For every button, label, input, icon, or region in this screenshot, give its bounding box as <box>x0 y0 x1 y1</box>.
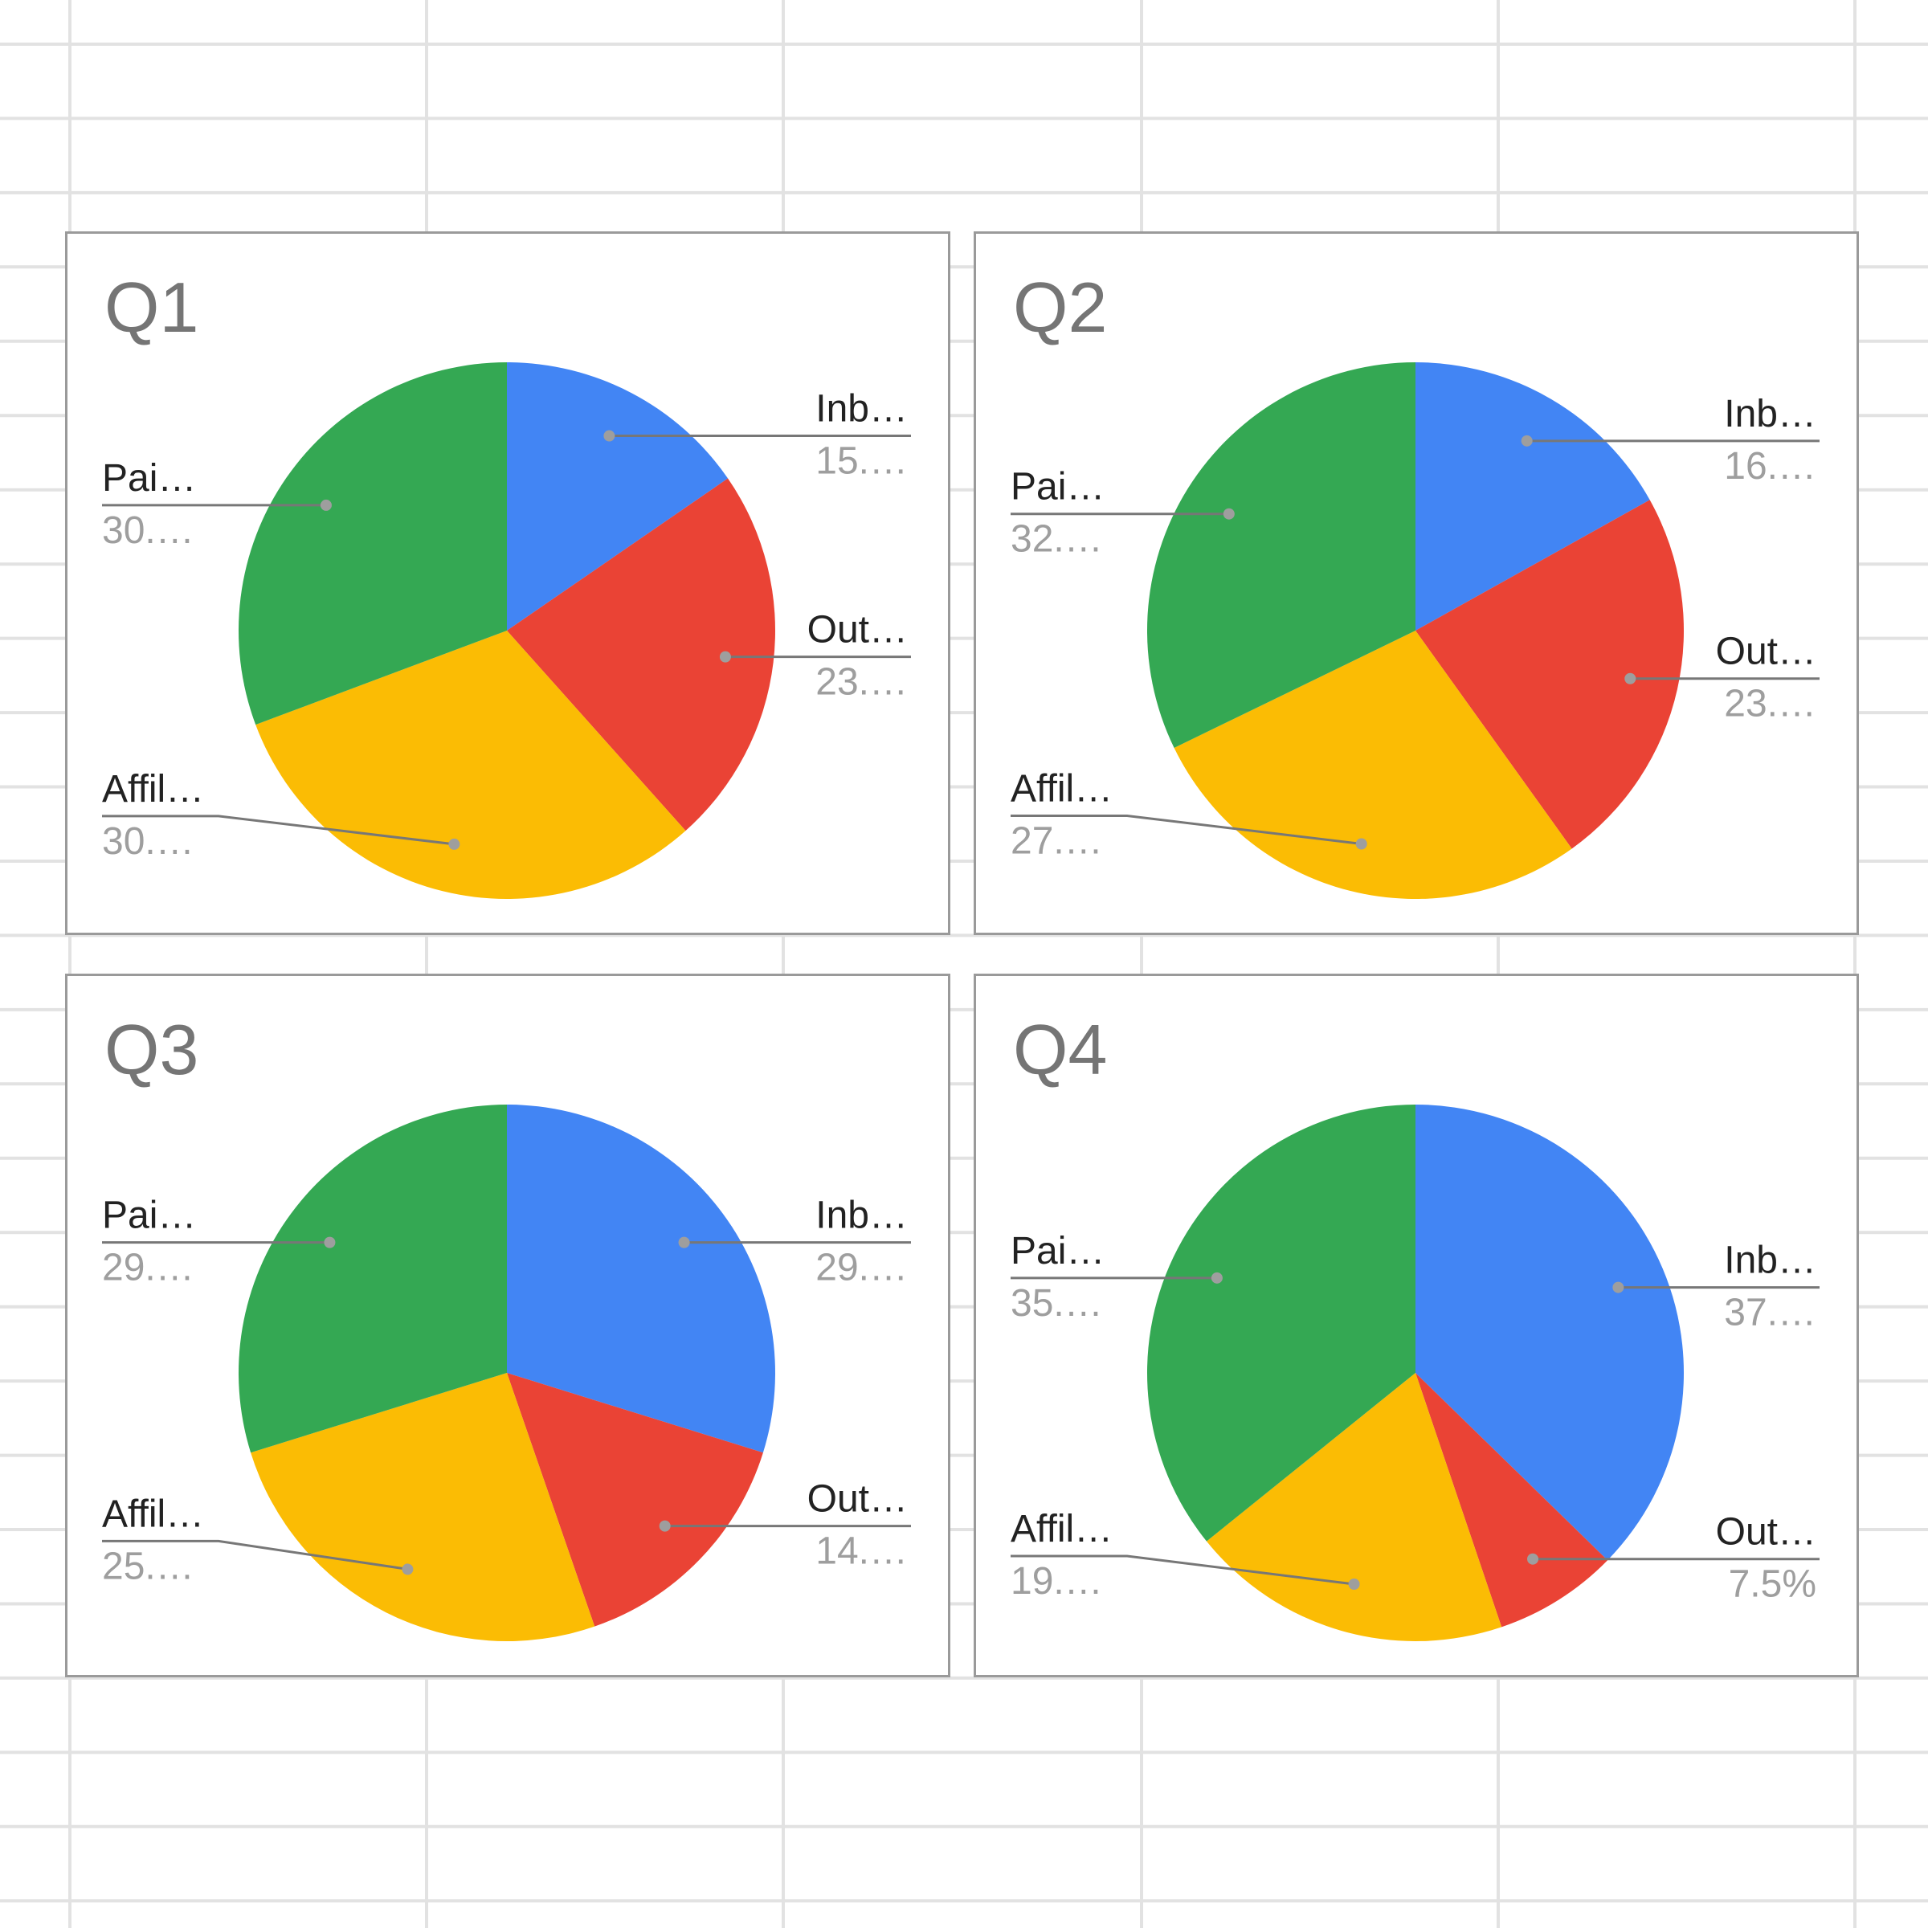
pie-slice-inbound[interactable] <box>507 1105 775 1453</box>
slice-value-label: 37.… <box>1724 1292 1816 1334</box>
chart-title: Q3 <box>104 1010 199 1089</box>
leader-dot <box>324 1236 336 1248</box>
slice-value-label: 23.… <box>1724 683 1816 725</box>
pie-chart[interactable]: Inb… 15.… Out… 23.… Affil… 30.… Pai… 30.… <box>65 231 950 935</box>
leader-line <box>102 1539 408 1571</box>
slice-label-outbound: Out… 7.5% <box>1527 1511 1820 1606</box>
slice-value-label: 29.… <box>102 1247 194 1289</box>
slice-value-label: 35.… <box>1011 1282 1103 1325</box>
leader-dot <box>603 430 615 442</box>
leader-dot <box>1355 838 1367 850</box>
pie-slice-affiliate[interactable] <box>1174 631 1572 900</box>
pie-slice-affiliate[interactable] <box>251 1373 595 1641</box>
slice-label-inbound: Inb… 29.… <box>678 1195 911 1289</box>
chart-title: Q1 <box>104 268 199 347</box>
leader-dot <box>678 1236 690 1248</box>
leader-dot <box>1624 672 1636 684</box>
slice-label-outbound: Out… 23.… <box>719 609 911 704</box>
leader-line <box>1011 814 1362 845</box>
slice-label-inbound: Inb… 37.… <box>1612 1240 1820 1334</box>
slice-label-paid: Pai… 35.… <box>1011 1230 1223 1325</box>
slice-label-affiliate: Affil… 27.… <box>1011 767 1367 862</box>
pie-chart[interactable]: Inb… 37.… Out… 7.5% Affil… 19.… Pai… 35.… <box>974 974 1859 1677</box>
slice-name-label: Pai… <box>102 1195 196 1237</box>
chart-q1[interactable]: Q1 Inb… 15.… Out… 23.… Affil… 30.… Pai… 30.… <box>65 231 950 935</box>
chart-q2[interactable]: Q2 Inb… 16.… Out… 23.… Affil… 27.… Pai… 32.… <box>974 231 1859 935</box>
slice-name-label: Pai… <box>102 457 196 500</box>
slice-value-label: 27.… <box>1011 819 1103 862</box>
pie-slice-paid[interactable] <box>238 362 507 725</box>
slice-value-label: 30.… <box>102 820 194 863</box>
pie-slice-paid[interactable] <box>1146 362 1415 748</box>
slice-name-label: Affil… <box>102 768 204 811</box>
slice-name-label: Out… <box>1716 631 1816 673</box>
pie-slice-inbound[interactable] <box>1415 1105 1684 1561</box>
slice-label-paid: Pai… 32.… <box>1011 466 1235 561</box>
leader-dot <box>1348 1579 1360 1591</box>
slice-label-affiliate: Affil… 30.… <box>102 768 460 863</box>
slice-value-label: 29.… <box>815 1247 908 1289</box>
slice-label-inbound: Inb… 15.… <box>603 388 911 483</box>
slice-value-label: 32.… <box>1011 518 1103 561</box>
slice-name-label: Inb… <box>815 1195 908 1237</box>
pie-slice-affiliate[interactable] <box>255 631 686 900</box>
slice-value-label: 16.… <box>1724 445 1816 488</box>
slice-value-label: 25.… <box>102 1545 194 1587</box>
chart-title: Q4 <box>1013 1010 1108 1089</box>
chart-q4[interactable]: Q4 Inb… 37.… Out… 7.5% Affil… 19.… Pai… 35.… <box>974 974 1859 1677</box>
pie-slice-inbound[interactable] <box>507 362 729 631</box>
pie-slice-paid[interactable] <box>239 1105 507 1453</box>
slice-name-label: Out… <box>807 1478 908 1521</box>
slice-name-label: Inb… <box>1724 393 1816 435</box>
leader-dot <box>1527 1553 1539 1565</box>
slice-name-label: Inb… <box>1724 1240 1816 1282</box>
slice-label-affiliate: Affil… 19.… <box>1011 1508 1360 1603</box>
slice-value-label: 19.… <box>1011 1560 1103 1603</box>
slice-label-outbound: Out… 23.… <box>1624 631 1820 725</box>
slice-label-paid: Pai… 29.… <box>102 1195 336 1289</box>
slice-label-inbound: Inb… 16.… <box>1521 393 1820 488</box>
leader-dot <box>1211 1272 1223 1284</box>
pie-chart[interactable]: Inb… 16.… Out… 23.… Affil… 27.… Pai… 32.… <box>974 231 1859 935</box>
pie-slice-paid[interactable] <box>1146 1105 1415 1542</box>
leader-dot <box>659 1520 671 1532</box>
slice-name-label: Affil… <box>1011 1508 1113 1550</box>
slice-name-label: Inb… <box>815 388 908 431</box>
slice-label-paid: Pai… 30.… <box>102 457 332 552</box>
pie-slice-inbound[interactable] <box>1415 362 1650 631</box>
slice-value-label: 14.… <box>815 1530 908 1573</box>
slice-name-label: Pai… <box>1011 1230 1105 1272</box>
slice-name-label: Out… <box>807 609 908 651</box>
slice-value-label: 7.5% <box>1729 1563 1816 1606</box>
slice-label-outbound: Out… 14.… <box>659 1478 911 1573</box>
pie-slice-outbound[interactable] <box>1415 1373 1608 1628</box>
leader-dot <box>1223 508 1235 520</box>
slice-name-label: Affil… <box>102 1493 204 1535</box>
slice-value-label: 23.… <box>815 661 908 704</box>
leader-dot <box>1612 1281 1624 1293</box>
leader-line <box>1011 1554 1354 1586</box>
leader-dot <box>320 499 332 511</box>
slice-name-label: Pai… <box>1011 466 1105 509</box>
pie-slice-outbound[interactable] <box>507 478 775 831</box>
pie-chart[interactable]: Inb… 29.… Out… 14.… Affil… 25.… Pai… 29.… <box>65 974 950 1677</box>
slice-label-affiliate: Affil… 25.… <box>102 1493 414 1587</box>
chart-title: Q2 <box>1013 268 1108 347</box>
slice-name-label: Affil… <box>1011 767 1113 810</box>
pie-slice-outbound[interactable] <box>1415 500 1684 849</box>
leader-dot <box>719 651 731 663</box>
slice-value-label: 15.… <box>815 440 908 483</box>
pie-slice-outbound[interactable] <box>507 1373 763 1627</box>
leader-dot <box>402 1563 414 1575</box>
slice-value-label: 30.… <box>102 509 194 552</box>
leader-dot <box>448 838 460 850</box>
chart-q3[interactable]: Q3 Inb… 29.… Out… 14.… Affil… 25.… Pai… 29.… <box>65 974 950 1677</box>
leader-line <box>102 815 455 846</box>
slice-name-label: Out… <box>1716 1511 1816 1554</box>
leader-dot <box>1521 435 1533 447</box>
